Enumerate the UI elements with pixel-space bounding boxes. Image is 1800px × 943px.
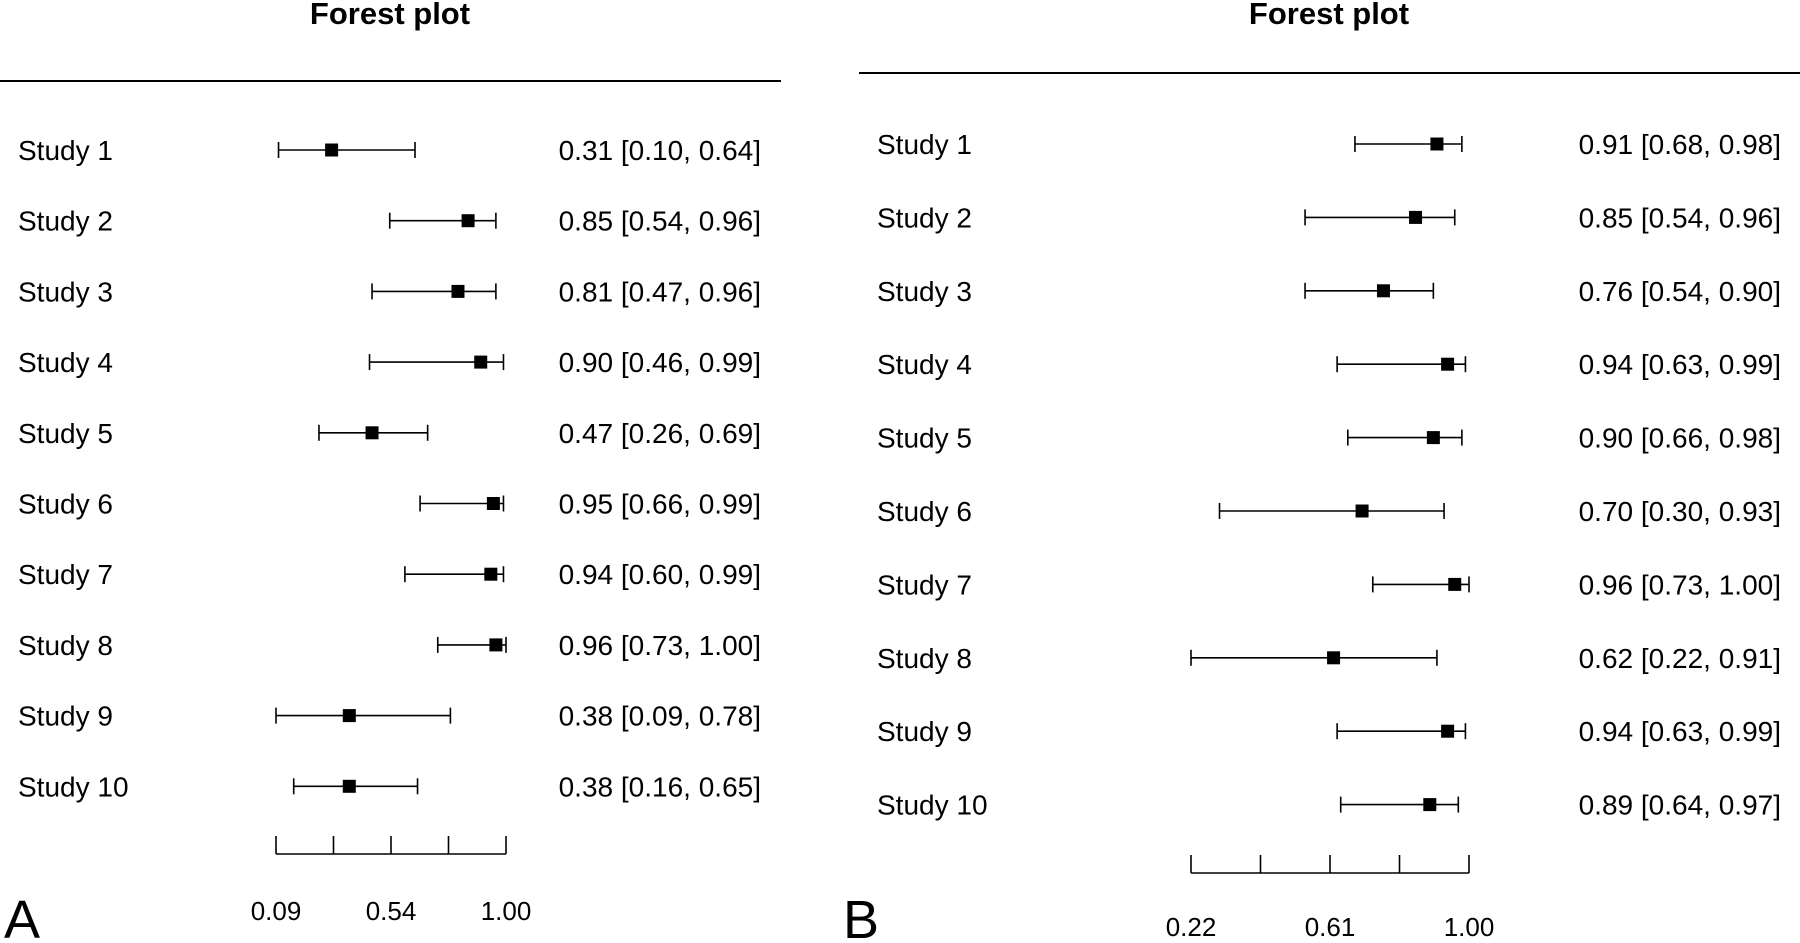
study-label: Study 5	[877, 423, 972, 454]
estimate-marker	[342, 709, 356, 723]
study-label: Study 6	[877, 496, 972, 527]
chart-title: Forest plot	[1249, 0, 1409, 31]
estimate-marker	[365, 426, 379, 440]
study-row: Study 6 0.70 [0.30, 0.93]	[877, 496, 1781, 527]
estimate-ci-text: 0.62 [0.22, 0.91]	[1579, 643, 1781, 674]
estimate-marker	[461, 214, 475, 228]
study-row: Study 3 0.76 [0.54, 0.90]	[877, 276, 1781, 307]
study-row: Study 2 0.85 [0.54, 0.96]	[18, 206, 761, 237]
study-label: Study 2	[877, 202, 972, 233]
study-label: Study 1	[877, 129, 972, 160]
estimate-ci-text: 0.90 [0.66, 0.98]	[1579, 423, 1781, 454]
study-row: Study 6 0.95 [0.66, 0.99]	[18, 489, 761, 520]
x-tick-label: 1.00	[481, 896, 532, 926]
estimate-ci-text: 0.94 [0.63, 0.99]	[1579, 716, 1781, 747]
study-row: Study 2 0.85 [0.54, 0.96]	[877, 202, 1781, 233]
estimate-ci-text: 0.81 [0.47, 0.96]	[559, 276, 761, 307]
study-row: Study 1 0.91 [0.68, 0.98]	[877, 129, 1781, 160]
estimate-marker	[489, 638, 503, 652]
study-row: Study 10 0.89 [0.64, 0.97]	[877, 790, 1781, 821]
study-row: Study 8 0.96 [0.73, 1.00]	[18, 630, 761, 661]
study-label: Study 4	[18, 347, 113, 378]
estimate-marker	[1327, 651, 1341, 665]
estimate-marker	[474, 355, 488, 369]
study-row: Study 9 0.94 [0.63, 0.99]	[877, 716, 1781, 747]
study-label: Study 4	[877, 349, 972, 380]
estimate-ci-text: 0.38 [0.09, 0.78]	[559, 701, 761, 732]
estimate-marker	[342, 779, 356, 793]
estimate-ci-text: 0.31 [0.10, 0.64]	[559, 135, 761, 166]
chart-title: Forest plot	[310, 0, 470, 31]
study-label: Study 10	[877, 790, 988, 821]
study-label: Study 6	[18, 489, 113, 520]
study-row: Study 9 0.38 [0.09, 0.78]	[18, 701, 761, 732]
study-row: Study 7 0.94 [0.60, 0.99]	[18, 559, 761, 590]
study-row: Study 4 0.90 [0.46, 0.99]	[18, 347, 761, 378]
study-row: Study 5 0.47 [0.26, 0.69]	[18, 418, 761, 449]
study-label: Study 1	[18, 135, 113, 166]
estimate-ci-text: 0.94 [0.63, 0.99]	[1579, 349, 1781, 380]
study-row: Study 3 0.81 [0.47, 0.96]	[18, 276, 761, 307]
estimate-ci-text: 0.38 [0.16, 0.65]	[559, 771, 761, 802]
x-tick-label: 0.22	[1166, 912, 1217, 942]
estimate-ci-text: 0.85 [0.54, 0.96]	[559, 206, 761, 237]
study-label: Study 8	[877, 643, 972, 674]
x-tick-label: 0.09	[251, 896, 302, 926]
panel-label: A	[4, 890, 40, 943]
x-tick-label: 1.00	[1444, 912, 1495, 942]
study-label: Study 3	[18, 276, 113, 307]
study-row: Study 10 0.38 [0.16, 0.65]	[18, 771, 761, 802]
estimate-marker	[1430, 137, 1444, 151]
study-label: Study 8	[18, 630, 113, 661]
estimate-marker	[1426, 431, 1440, 445]
estimate-ci-text: 0.90 [0.46, 0.99]	[559, 347, 761, 378]
estimate-marker	[1355, 504, 1369, 518]
study-label: Study 3	[877, 276, 972, 307]
estimate-marker	[1376, 284, 1390, 298]
study-row: Study 8 0.62 [0.22, 0.91]	[877, 643, 1781, 674]
estimate-ci-text: 0.76 [0.54, 0.90]	[1579, 276, 1781, 307]
estimate-marker	[451, 284, 465, 298]
study-label: Study 10	[18, 771, 129, 802]
estimate-marker	[1448, 577, 1462, 591]
study-row: Study 4 0.94 [0.63, 0.99]	[877, 349, 1781, 380]
x-tick-label: 0.61	[1305, 912, 1356, 942]
estimate-marker	[1441, 357, 1455, 371]
x-tick-label: 0.54	[366, 896, 417, 926]
estimate-ci-text: 0.91 [0.68, 0.98]	[1579, 129, 1781, 160]
estimate-ci-text: 0.47 [0.26, 0.69]	[559, 418, 761, 449]
study-label: Study 2	[18, 206, 113, 237]
study-label: Study 5	[18, 418, 113, 449]
study-row: Study 7 0.96 [0.73, 1.00]	[877, 569, 1781, 600]
study-label: Study 7	[18, 559, 113, 590]
estimate-marker	[1423, 798, 1437, 812]
estimate-marker	[1409, 210, 1423, 224]
estimate-ci-text: 0.96 [0.73, 1.00]	[1579, 569, 1781, 600]
estimate-ci-text: 0.94 [0.60, 0.99]	[559, 559, 761, 590]
study-label: Study 7	[877, 569, 972, 600]
study-row: Study 5 0.90 [0.66, 0.98]	[877, 423, 1781, 454]
estimate-ci-text: 0.70 [0.30, 0.93]	[1579, 496, 1781, 527]
estimate-marker	[325, 143, 339, 157]
estimate-marker	[1441, 724, 1455, 738]
study-label: Study 9	[18, 701, 113, 732]
estimate-ci-text: 0.96 [0.73, 1.00]	[559, 630, 761, 661]
estimate-marker	[484, 567, 498, 581]
study-row: Study 1 0.31 [0.10, 0.64]	[18, 135, 761, 166]
estimate-marker	[486, 497, 500, 510]
estimate-ci-text: 0.95 [0.66, 0.99]	[559, 489, 761, 520]
study-label: Study 9	[877, 716, 972, 747]
panel-label: B	[843, 890, 879, 943]
estimate-ci-text: 0.85 [0.54, 0.96]	[1579, 202, 1781, 233]
estimate-ci-text: 0.89 [0.64, 0.97]	[1579, 790, 1781, 821]
